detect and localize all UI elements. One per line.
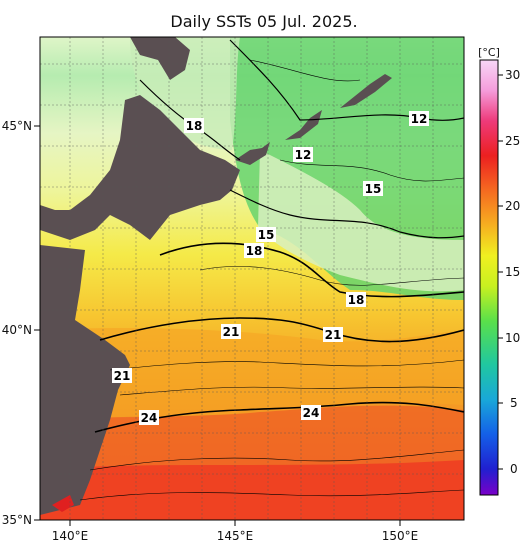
contour-label: 18 xyxy=(348,293,365,307)
lat-label-45: 45°N xyxy=(2,119,32,133)
contour-label: 18 xyxy=(186,119,203,133)
lon-label-150: 150°E xyxy=(382,529,419,543)
contour-label: 21 xyxy=(114,369,131,383)
sst-field xyxy=(40,37,464,520)
colorbar-tick: 15 xyxy=(505,265,520,279)
contour-label: 12 xyxy=(411,112,428,126)
contour-label: 24 xyxy=(141,411,158,425)
colorbar-unit: [°C] xyxy=(478,46,500,59)
contour-labels: 18 12 12 15 15 18 18 21 21 21 24 24 xyxy=(112,111,429,425)
lat-label-35: 35°N xyxy=(2,513,32,527)
colorbar-tick: 30 xyxy=(505,68,520,82)
colorbar: [°C] 30 25 20 15 10 5 0 xyxy=(478,46,520,496)
colorbar-tick: 25 xyxy=(505,134,520,148)
colorbar-tick: 5 xyxy=(510,396,518,410)
contour-label: 21 xyxy=(325,328,342,342)
colorbar-tick: 10 xyxy=(505,331,520,345)
contour-label: 21 xyxy=(223,325,240,339)
map-title: Daily SSTs 05 Jul. 2025. xyxy=(170,12,358,31)
graticule xyxy=(40,37,464,520)
lon-label-140: 140°E xyxy=(52,529,89,543)
lat-label-40: 40°N xyxy=(2,323,32,337)
land xyxy=(40,37,392,515)
colorbar-scale xyxy=(479,59,499,496)
contour-label: 15 xyxy=(365,182,382,196)
contour-label: 18 xyxy=(246,244,263,258)
contour-label: 12 xyxy=(295,148,312,162)
colorbar-tick: 0 xyxy=(510,462,518,476)
lon-label-145: 145°E xyxy=(217,529,254,543)
colorbar-tick: 20 xyxy=(505,199,520,213)
contour-label: 15 xyxy=(258,228,275,242)
map-frame xyxy=(39,36,465,521)
contour-label: 24 xyxy=(303,406,320,420)
